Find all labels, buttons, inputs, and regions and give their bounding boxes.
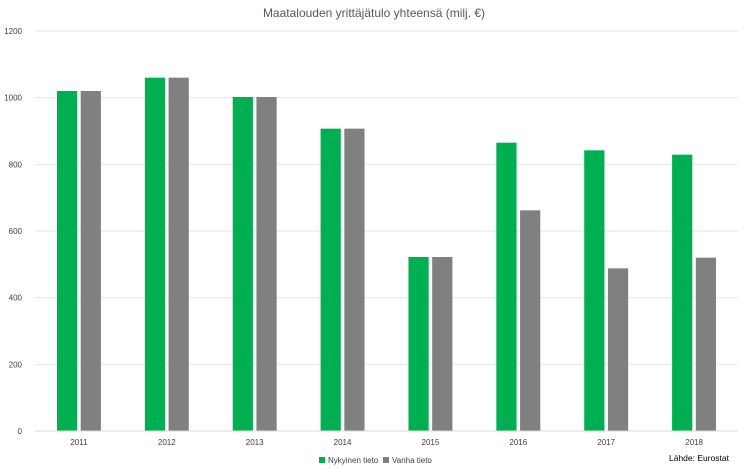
x-axis-ticks: 2011 2012 2013 2014 2015 2016 2017 2018	[70, 438, 703, 447]
y-tick-label: 1200	[4, 27, 22, 36]
bar-old-2017	[607, 268, 629, 431]
bar-current-2016	[496, 142, 517, 431]
bar-old-2012	[168, 77, 189, 432]
bar-current-2013	[232, 97, 253, 431]
legend: Nykyinen tieto Vanha tieto	[319, 456, 432, 465]
bar-current-2015	[408, 257, 429, 431]
bar-old-2018	[695, 257, 717, 431]
x-tick-label: 2012	[158, 438, 176, 447]
chart-title: Maatalouden yrittäjätulo yhteensä (milj.…	[263, 6, 485, 20]
x-tick-label: 2018	[685, 438, 703, 447]
x-tick-label: 2011	[70, 438, 88, 447]
bars	[56, 77, 717, 432]
y-tick-label: 200	[9, 360, 23, 369]
bar-current-2017	[584, 150, 605, 432]
bar-current-2012	[144, 77, 166, 432]
gridlines	[35, 30, 738, 365]
bar-old-2016	[520, 210, 541, 431]
bar-current-2014	[320, 128, 341, 431]
bar-old-2015	[432, 257, 453, 431]
legend-swatch-old	[383, 457, 389, 463]
bar-old-2013	[256, 97, 277, 431]
bar-current-2011	[56, 91, 78, 431]
bar-old-2011	[80, 91, 101, 431]
source-note: Lähde: Eurostat	[669, 453, 730, 463]
y-tick-label: 0	[18, 427, 23, 436]
bar-current-2018	[672, 154, 693, 431]
y-tick-label: 800	[9, 160, 23, 169]
legend-label-current: Nykyinen tieto	[328, 456, 379, 465]
y-tick-label: 1000	[4, 94, 22, 103]
x-tick-label: 2014	[334, 438, 352, 447]
y-tick-label: 600	[9, 227, 23, 236]
y-axis-ticks: 0 200 400 600 800 1000 1200	[4, 27, 22, 436]
x-tick-label: 2015	[422, 438, 440, 447]
legend-swatch-current	[319, 457, 325, 463]
x-tick-label: 2017	[597, 438, 615, 447]
x-tick-label: 2016	[509, 438, 527, 447]
y-tick-label: 400	[9, 294, 23, 303]
x-tick-label: 2013	[246, 438, 264, 447]
legend-label-old: Vanha tieto	[392, 456, 432, 465]
bar-old-2014	[344, 128, 365, 431]
